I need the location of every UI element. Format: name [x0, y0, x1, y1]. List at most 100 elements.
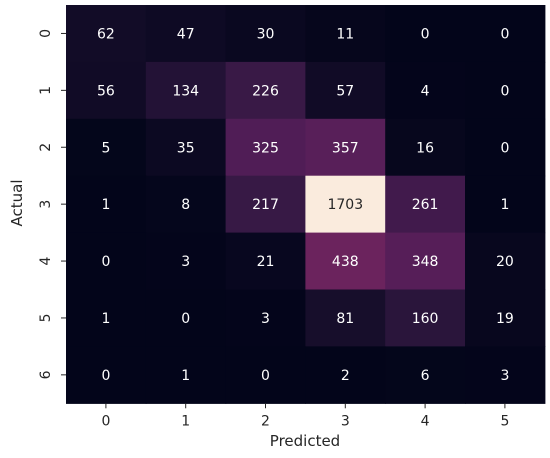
cell-value-r6-c2: 0 [261, 368, 270, 384]
y-tick-label-3: 3 [38, 200, 54, 209]
heatmap-cell-r2-c0 [66, 118, 147, 177]
heatmap-cell-r1-c5 [465, 61, 546, 120]
heatmap-cell-r0-c2 [225, 5, 306, 63]
heatmap-cell-r5-c2 [225, 289, 306, 347]
cell-value-r3-c4: 261 [412, 197, 439, 213]
heatmap-cell-r0-c1 [145, 5, 227, 63]
cell-value-r4-c2: 21 [257, 254, 275, 270]
heatmap-cell-r6-c4 [385, 346, 466, 404]
heatmap-cell-r6-c1 [145, 346, 227, 404]
y-tick-label-4: 4 [38, 257, 54, 266]
x-tick-label-0: 0 [101, 413, 110, 429]
cell-value-r4-c0: 0 [101, 254, 110, 270]
heatmap-cell-r2-c2 [225, 118, 306, 177]
cell-value-r2-c4: 16 [416, 140, 434, 156]
cell-value-r3-c3: 1703 [327, 197, 363, 213]
cell-value-r2-c0: 5 [101, 140, 110, 156]
cell-value-r6-c4: 6 [421, 368, 430, 384]
cell-value-r2-c3: 357 [332, 140, 359, 156]
heatmap-cell-r5-c4 [385, 289, 466, 347]
heatmap-cell-r4-c4 [385, 232, 466, 291]
cell-value-r1-c0: 56 [97, 83, 115, 99]
heatmap-cell-r3-c2 [225, 175, 306, 234]
heatmap-cell-r1-c3 [305, 61, 386, 120]
heatmap-cell-r4-c3 [305, 232, 386, 291]
heatmap-cell-r4-c0 [66, 232, 147, 291]
heatmap-cell-r2-c3 [305, 118, 386, 177]
heatmap-cell-r1-c1 [145, 61, 227, 120]
cell-value-r6-c0: 0 [101, 368, 110, 384]
heatmap-cell-r3-c4 [385, 175, 466, 234]
heatmap-cell-r4-c2 [225, 232, 306, 291]
cell-value-r1-c2: 226 [252, 83, 279, 99]
heatmap-cell-r1-c0 [66, 61, 147, 120]
heatmap-cell-r0-c3 [305, 5, 386, 63]
cell-value-r0-c4: 0 [421, 26, 430, 42]
cell-value-r5-c0: 1 [101, 311, 110, 327]
heatmap-cell-r0-c0 [66, 5, 147, 63]
cell-value-r0-c5: 0 [500, 26, 509, 42]
cell-value-r2-c2: 325 [252, 140, 279, 156]
heatmap-cell-r6-c2 [225, 346, 306, 404]
cell-value-r4-c4: 348 [412, 254, 439, 270]
heatmap-cell-r4-c5 [465, 232, 546, 291]
cell-value-r4-c3: 438 [332, 254, 359, 270]
cell-value-r3-c5: 1 [500, 197, 509, 213]
cell-value-r0-c1: 47 [177, 26, 195, 42]
x-tick-label-3: 3 [341, 413, 350, 429]
y-tick-label-2: 2 [38, 143, 54, 152]
heatmap-cell-r6-c3 [305, 346, 386, 404]
y-tick-label-6: 6 [38, 370, 54, 379]
heatmap-cell-r3-c0 [66, 175, 147, 234]
cell-value-r4-c5: 20 [496, 254, 514, 270]
cell-value-r6-c1: 1 [181, 368, 190, 384]
y-tick-label-5: 5 [38, 313, 54, 322]
x-tick-label-4: 4 [421, 413, 430, 429]
cell-value-r3-c0: 1 [101, 197, 110, 213]
x-tick-label-5: 5 [500, 413, 509, 429]
x-axis-title: Predicted [270, 432, 340, 450]
heatmap-cell-r1-c4 [385, 61, 466, 120]
heatmap-cell-r3-c1 [145, 175, 227, 234]
heatmap-cell-r4-c1 [145, 232, 227, 291]
cell-value-r0-c0: 62 [97, 26, 115, 42]
heatmap-cell-r0-c4 [385, 5, 466, 63]
heatmap-cell-r2-c5 [465, 118, 546, 177]
cell-value-r5-c1: 0 [181, 311, 190, 327]
cell-value-r6-c5: 3 [500, 368, 509, 384]
heatmap-cell-r5-c5 [465, 289, 546, 347]
cell-value-r5-c4: 160 [412, 311, 439, 327]
cell-value-r2-c1: 35 [177, 140, 195, 156]
cell-value-r3-c2: 217 [252, 197, 279, 213]
heatmap-cell-r5-c1 [145, 289, 227, 347]
heatmap-cell-r5-c0 [66, 289, 147, 347]
cell-value-r4-c1: 3 [181, 254, 190, 270]
heatmap-cell-r6-c5 [465, 346, 546, 404]
heatmap-cell-r1-c2 [225, 61, 306, 120]
cell-value-labels: 62 47 30 11 0 056 134 226 57 4 05 35 325 357 16 01 8 217 1… [97, 26, 514, 383]
heatmap-cell-r3-c3 [305, 175, 386, 234]
cell-value-r5-c2: 3 [261, 311, 270, 327]
heatmap-cell-r0-c5 [465, 5, 546, 63]
x-tick-label-2: 2 [261, 413, 270, 429]
heatmap-cell-r2-c1 [145, 118, 227, 177]
x-tick-labels: 0 1 2 3 4 5 [101, 403, 509, 429]
y-axis-title: Actual [8, 180, 26, 227]
cell-value-r0-c2: 30 [257, 26, 275, 42]
cell-value-r1-c4: 4 [421, 83, 430, 99]
y-tick-label-1: 1 [38, 86, 54, 95]
cell-value-r2-c5: 0 [500, 140, 509, 156]
heatmap-cells [66, 5, 546, 404]
cell-value-r5-c3: 81 [336, 311, 354, 327]
cell-value-r5-c5: 19 [496, 311, 514, 327]
heatmap-cell-r3-c5 [465, 175, 546, 234]
x-tick-label-1: 1 [181, 413, 190, 429]
heatmap-cell-r5-c3 [305, 289, 386, 347]
heatmap-cell-r6-c0 [66, 346, 147, 404]
heatmap-cell-r2-c4 [385, 118, 466, 177]
y-tick-label-0: 0 [38, 29, 54, 38]
cell-value-r1-c3: 57 [336, 83, 354, 99]
cell-value-r3-c1: 8 [181, 197, 190, 213]
y-tick-labels: 0 1 2 3 4 5 6 [38, 29, 66, 379]
